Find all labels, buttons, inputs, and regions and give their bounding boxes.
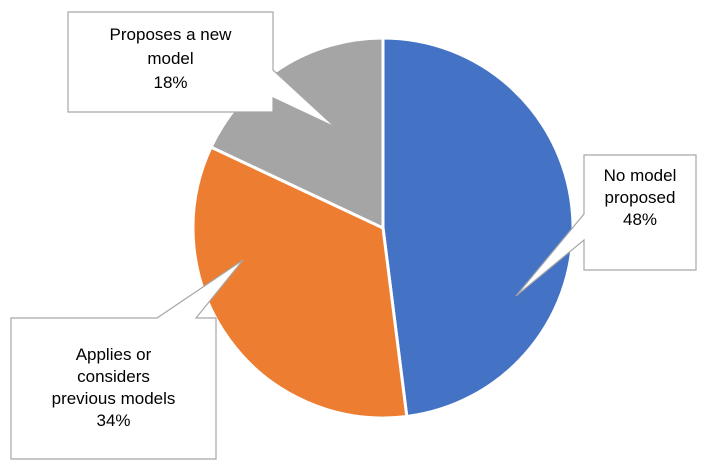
callout-box (515, 154, 697, 297)
callout-2: Applies or considers previous models 34% (10, 259, 244, 460)
pie-slices (191, 36, 575, 420)
callout-label-line: Proposes a new (110, 25, 233, 44)
callout-label-line: proposed (605, 188, 676, 207)
callout-box (10, 259, 244, 460)
callout-box (67, 11, 336, 128)
callout-label-line: previous models (52, 389, 176, 408)
callout-value: 18% (153, 73, 187, 92)
callout-label-line: Applies or (76, 345, 152, 364)
callout-3: Proposes a new model 18% (67, 11, 336, 128)
callout-label-line: No model (604, 166, 677, 185)
callout-1: No model proposed 48% (515, 154, 697, 297)
callout-label-line: model (147, 49, 193, 68)
callouts: No model proposed 48% Applies or considers pr… (10, 11, 697, 460)
pie-slice-1 (381, 36, 575, 419)
callout-value: 48% (623, 210, 657, 229)
callout-label-line: considers (77, 367, 150, 386)
callout-value: 34% (96, 411, 130, 430)
pie-slice-3 (209, 36, 385, 230)
